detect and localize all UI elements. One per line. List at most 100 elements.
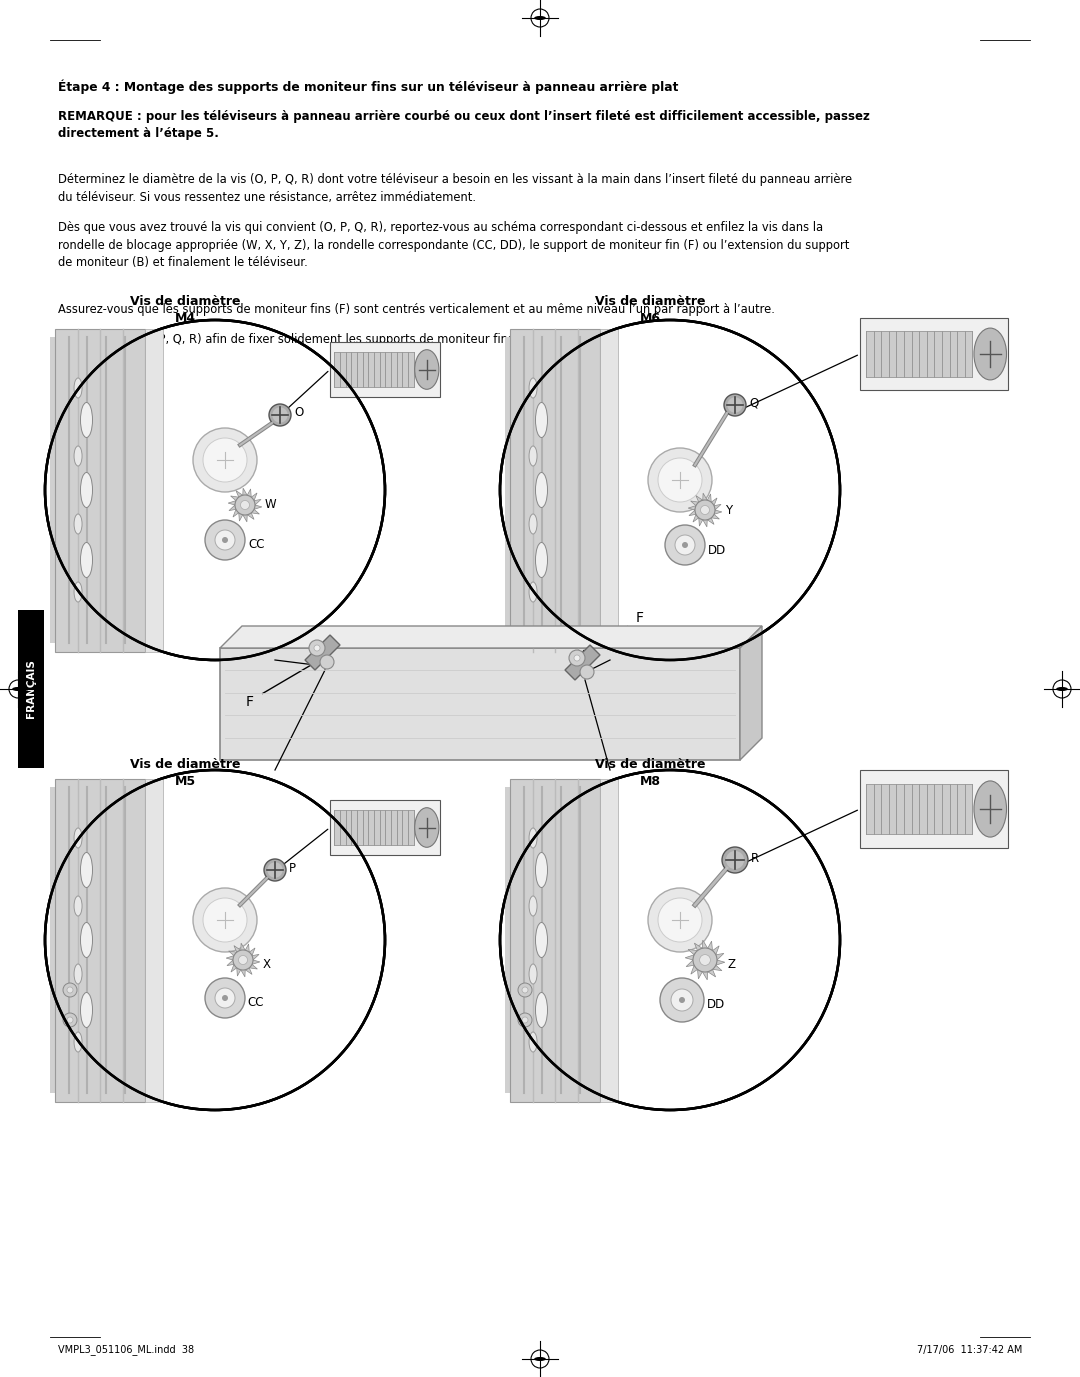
Polygon shape	[691, 965, 698, 974]
Circle shape	[45, 319, 384, 660]
Polygon shape	[252, 509, 259, 514]
Ellipse shape	[1056, 687, 1068, 691]
Polygon shape	[713, 946, 719, 954]
Ellipse shape	[665, 525, 705, 565]
Circle shape	[63, 1013, 77, 1027]
Polygon shape	[714, 504, 721, 509]
Circle shape	[193, 888, 257, 952]
Circle shape	[268, 862, 283, 877]
Polygon shape	[235, 490, 243, 497]
Text: Vis de diamètre: Vis de diamètre	[595, 757, 705, 771]
Circle shape	[222, 996, 228, 1001]
Text: CC: CC	[248, 538, 265, 552]
Polygon shape	[233, 509, 239, 516]
Bar	[220, 649, 740, 760]
Circle shape	[658, 898, 702, 942]
Circle shape	[569, 650, 585, 666]
Polygon shape	[243, 515, 247, 522]
Text: M6: M6	[639, 313, 661, 325]
Text: CC: CC	[247, 997, 264, 1009]
Ellipse shape	[75, 828, 82, 848]
Circle shape	[723, 847, 748, 873]
Bar	[510, 329, 600, 651]
Bar	[335, 810, 414, 845]
Bar	[866, 784, 972, 834]
Text: M4: M4	[175, 313, 195, 325]
Ellipse shape	[75, 964, 82, 985]
Ellipse shape	[529, 379, 537, 398]
Ellipse shape	[529, 1031, 537, 1052]
Bar	[860, 770, 1008, 848]
Circle shape	[203, 438, 247, 482]
Polygon shape	[229, 505, 237, 511]
Ellipse shape	[205, 521, 245, 560]
Circle shape	[500, 770, 840, 1110]
Ellipse shape	[536, 472, 548, 508]
Polygon shape	[247, 489, 252, 497]
Polygon shape	[690, 501, 699, 505]
Circle shape	[67, 1018, 73, 1023]
Ellipse shape	[415, 350, 438, 390]
Circle shape	[269, 403, 291, 425]
Polygon shape	[237, 968, 241, 976]
Polygon shape	[698, 969, 702, 979]
Circle shape	[681, 543, 688, 548]
Polygon shape	[685, 954, 694, 960]
Circle shape	[522, 1018, 528, 1023]
Ellipse shape	[75, 379, 82, 398]
Ellipse shape	[81, 852, 93, 888]
Text: Vis de diamètre: Vis de diamètre	[130, 757, 240, 771]
Polygon shape	[740, 627, 762, 760]
Text: DD: DD	[707, 998, 726, 1012]
Polygon shape	[243, 487, 247, 496]
Text: Vis de diamètre: Vis de diamètre	[595, 295, 705, 308]
Polygon shape	[716, 960, 725, 965]
Ellipse shape	[974, 328, 1007, 380]
Polygon shape	[699, 518, 703, 526]
Circle shape	[518, 1013, 532, 1027]
Circle shape	[648, 888, 712, 952]
Text: Assurez-vous que les supports de moniteur fins (F) sont centrés verticalement et: Assurez-vous que les supports de moniteu…	[58, 303, 774, 315]
Ellipse shape	[81, 402, 93, 438]
Ellipse shape	[215, 989, 235, 1008]
Ellipse shape	[535, 1356, 545, 1360]
Circle shape	[701, 505, 710, 515]
Polygon shape	[247, 512, 254, 519]
Text: DD: DD	[708, 544, 726, 556]
Text: Q: Q	[750, 397, 758, 409]
Circle shape	[314, 644, 320, 651]
Text: Y: Y	[725, 504, 732, 516]
Ellipse shape	[974, 781, 1007, 837]
Circle shape	[233, 950, 253, 969]
Circle shape	[573, 655, 580, 661]
Circle shape	[203, 898, 247, 942]
Text: M5: M5	[175, 775, 195, 788]
Text: X: X	[264, 958, 271, 972]
Polygon shape	[707, 940, 713, 950]
Bar	[510, 778, 600, 1102]
Bar	[145, 778, 163, 1102]
Ellipse shape	[81, 543, 93, 577]
Polygon shape	[241, 943, 245, 950]
Polygon shape	[305, 635, 340, 671]
Ellipse shape	[81, 472, 93, 508]
Ellipse shape	[675, 536, 696, 555]
Ellipse shape	[81, 993, 93, 1027]
Ellipse shape	[536, 923, 548, 957]
Polygon shape	[707, 494, 712, 503]
Ellipse shape	[529, 446, 537, 465]
Polygon shape	[228, 501, 237, 505]
Circle shape	[239, 956, 247, 964]
Circle shape	[63, 983, 77, 997]
Bar	[335, 353, 414, 387]
Polygon shape	[707, 969, 716, 976]
Polygon shape	[231, 964, 237, 972]
Circle shape	[648, 448, 712, 512]
Polygon shape	[565, 644, 600, 680]
Polygon shape	[249, 964, 257, 969]
Text: O: O	[294, 406, 303, 420]
Ellipse shape	[12, 687, 24, 691]
Polygon shape	[702, 940, 707, 949]
Polygon shape	[252, 493, 257, 501]
Ellipse shape	[536, 402, 548, 438]
